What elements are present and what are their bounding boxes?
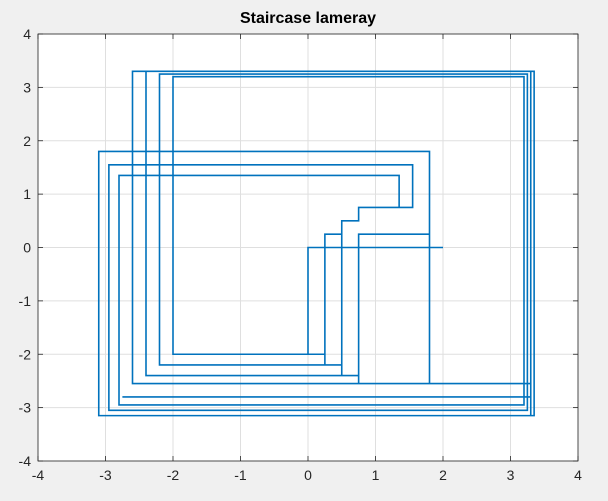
y-tick-label-7: 3	[23, 79, 31, 95]
chart-title: Staircase lameray	[239, 10, 377, 27]
x-tick-label-4: 0	[304, 467, 312, 483]
y-tick-label-6: 2	[23, 133, 31, 149]
series-layer	[97, 70, 535, 417]
x-tick-label-0: -4	[32, 467, 45, 483]
x-tick-label-1: -3	[99, 467, 112, 483]
x-tick-label-5: 1	[372, 467, 380, 483]
tick-labels: -4 -3 -2 -1 0 1 2 3 4 -4 -3 -2 -1 0 1 2 3 4	[19, 26, 583, 483]
y-tick-label-8: 4	[23, 26, 31, 42]
y-tick-label-0: -4	[19, 453, 32, 469]
x-tick-label-2: -2	[167, 467, 180, 483]
x-tick-label-6: 2	[439, 467, 447, 483]
series-line-0	[97, 70, 535, 417]
y-tick-label-4: 0	[23, 240, 31, 256]
y-tick-label-5: 1	[23, 186, 31, 202]
y-tick-label-3: -1	[19, 293, 32, 309]
x-tick-label-3: -1	[234, 467, 247, 483]
x-tick-label-7: 3	[507, 467, 515, 483]
x-tick-label-8: 4	[574, 467, 582, 483]
y-tick-label-1: -3	[19, 400, 32, 416]
axis-ticks	[37, 33, 579, 462]
y-tick-label-2: -2	[19, 346, 32, 362]
